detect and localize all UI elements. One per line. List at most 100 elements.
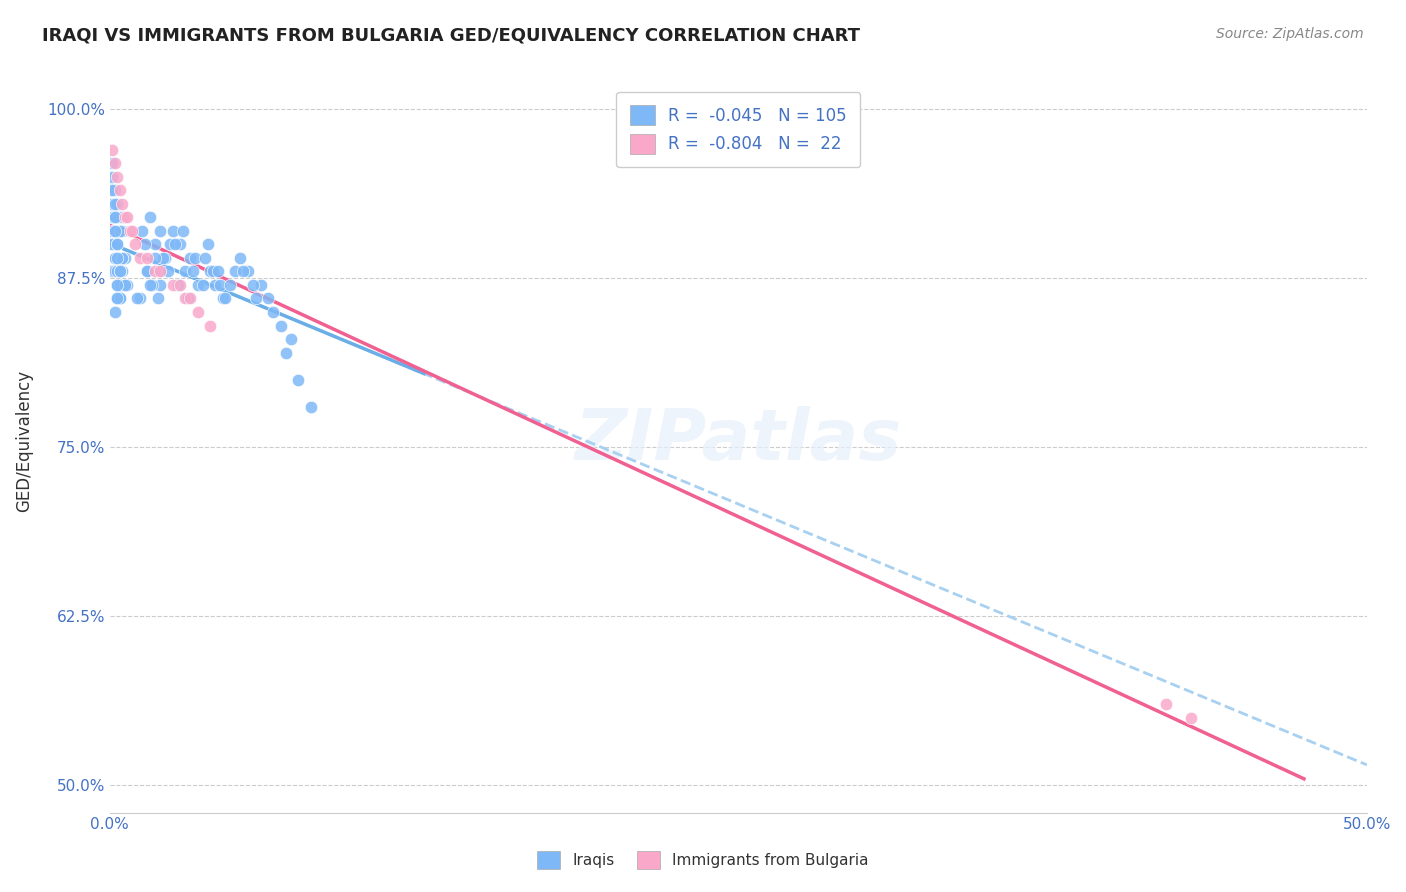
Point [111,211,134,225]
Point [105,277,128,292]
Point [179,292,201,306]
Point [280,332,302,346]
Point [229,251,252,265]
Point [149,277,172,292]
Point [149,224,172,238]
Point [114,251,136,265]
Point [105,292,128,306]
Point [104,211,127,225]
Point [101,264,124,278]
Point [184,251,207,265]
Point [114,277,136,292]
Point [105,196,128,211]
Point [187,277,209,292]
Point [169,277,191,292]
Point [104,224,127,238]
Point [242,277,264,292]
Point [108,264,131,278]
Point [111,251,134,265]
Point [136,264,159,278]
Point [162,277,184,292]
Point [104,156,127,170]
Point [129,251,152,265]
Point [136,264,159,278]
Text: ZIPatlas: ZIPatlas [575,406,903,475]
Point [114,211,136,225]
Point [101,224,124,238]
Point [108,251,131,265]
Point [143,264,166,278]
Point [257,292,280,306]
Point [105,237,128,252]
Point [214,292,236,306]
Point [105,237,128,252]
Point [176,292,198,306]
Point [111,251,134,265]
Point [121,224,143,238]
Point [117,277,139,292]
Point [105,264,128,278]
Point [104,237,127,252]
Point [136,251,159,265]
Point [236,264,259,278]
Point [104,305,127,319]
Point [101,156,124,170]
Point [207,264,229,278]
Point [152,251,174,265]
Point [1154,698,1177,712]
Point [108,277,131,292]
Legend: Iraqis, Immigrants from Bulgaria: Iraqis, Immigrants from Bulgaria [531,845,875,875]
Point [108,224,131,238]
Point [200,318,222,333]
Point [139,211,162,225]
Point [191,277,214,292]
Point [141,277,163,292]
Point [146,292,169,306]
Point [204,277,226,292]
Point [118,224,141,238]
Point [101,196,124,211]
Point [101,237,124,252]
Point [104,251,127,265]
Point [117,211,139,225]
Legend: R =  -0.045   N = 105, R =  -0.804   N =  22: R = -0.045 N = 105, R = -0.804 N = 22 [616,92,860,168]
Point [249,277,271,292]
Point [162,224,184,238]
Point [104,211,127,225]
Point [105,251,128,265]
Point [124,237,146,252]
Point [105,251,128,265]
Point [197,237,219,252]
Point [108,264,131,278]
Point [108,292,131,306]
Point [224,264,246,278]
Point [139,277,162,292]
Point [146,264,169,278]
Point [129,292,152,306]
Point [104,251,127,265]
Y-axis label: GED/Equivalency: GED/Equivalency [15,369,32,512]
Point [114,277,136,292]
Point [1180,711,1202,725]
Point [111,224,134,238]
Point [232,264,254,278]
Point [143,237,166,252]
Point [165,237,187,252]
Point [274,345,297,359]
Point [149,264,172,278]
Point [166,277,188,292]
Point [108,183,131,197]
Point [245,292,267,306]
Point [262,305,284,319]
Point [159,237,181,252]
Point [299,400,322,414]
Point [194,251,217,265]
Point [105,292,128,306]
Point [209,277,232,292]
Point [181,264,204,278]
Point [179,251,201,265]
Point [104,196,127,211]
Point [101,211,124,225]
Text: Source: ZipAtlas.com: Source: ZipAtlas.com [1216,27,1364,41]
Point [174,264,197,278]
